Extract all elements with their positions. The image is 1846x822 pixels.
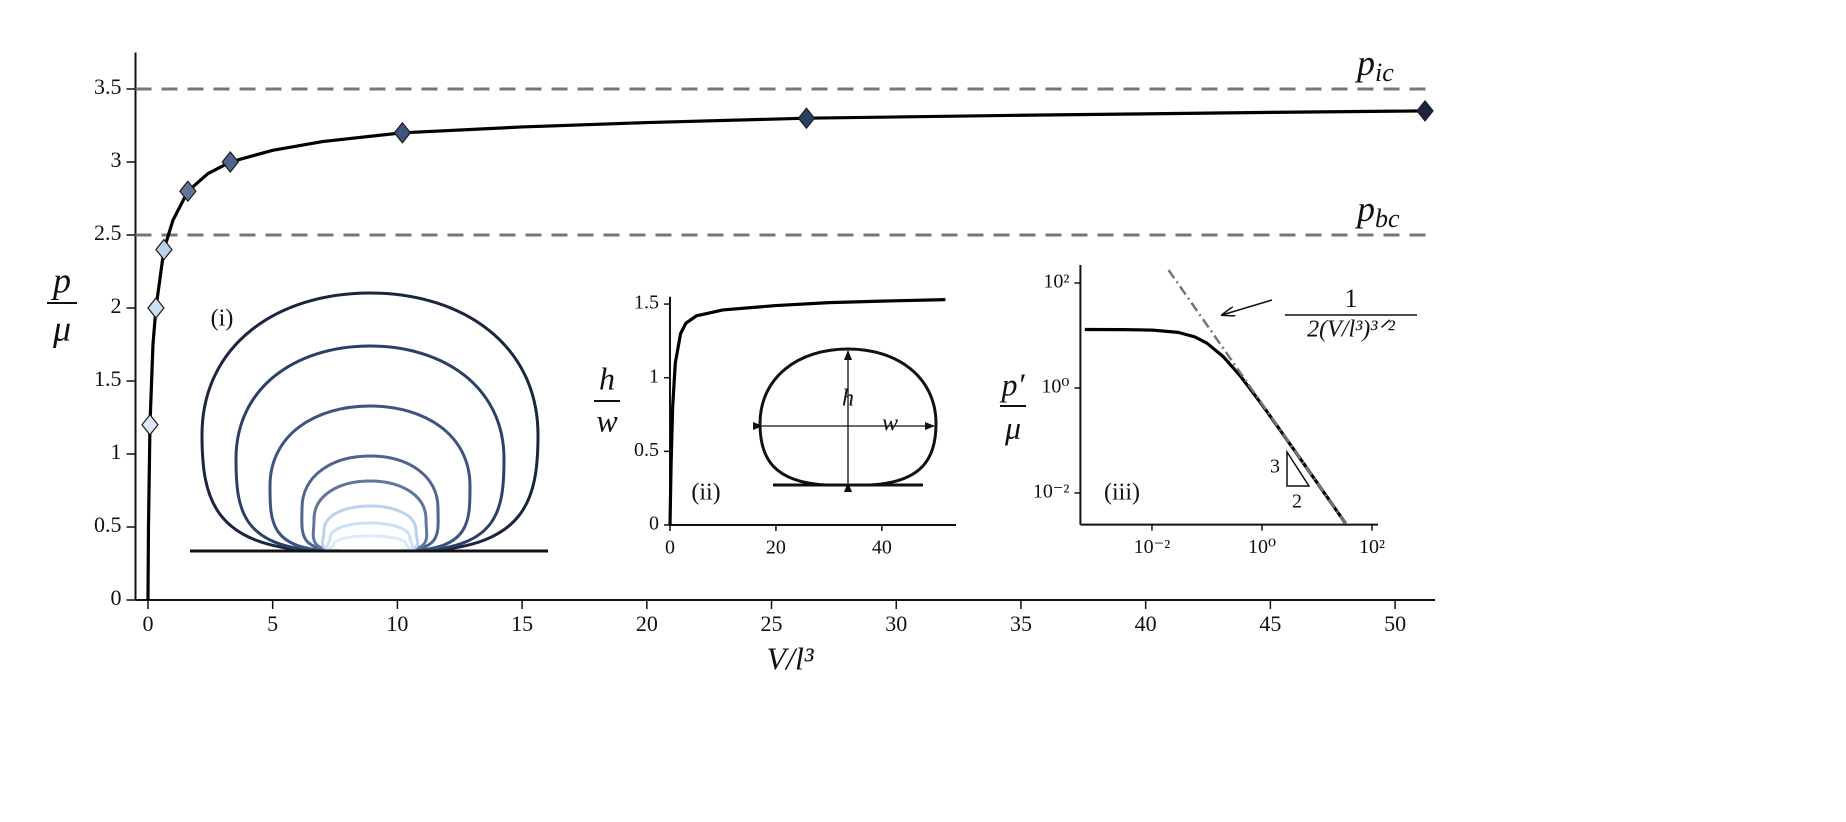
droplet-shape [311, 479, 429, 553]
x-tick-label: 10⁻² [1134, 536, 1171, 558]
y-tick-label: 2 [111, 293, 122, 318]
x-tick-label: 0 [142, 611, 153, 636]
y-tick-label: 10⁻² [1033, 481, 1070, 503]
y-tick-label: 0 [111, 585, 122, 610]
fraction-denominator: μ [1004, 409, 1021, 445]
y-tick-label: 1.5 [94, 366, 122, 391]
w-label: w [882, 411, 898, 437]
asymptote-denominator: 2(V/l³)³ᐟ² [1307, 317, 1396, 343]
fraction-numerator: p′ [1000, 366, 1026, 402]
data-point [1416, 99, 1434, 122]
reference-symbol: p [1354, 189, 1375, 229]
droplet-shape [325, 521, 415, 553]
data-point [179, 180, 197, 203]
data-point [147, 297, 165, 319]
x-tick-label: 30 [885, 611, 907, 636]
y-tick-label: 0 [649, 513, 659, 535]
x-tick-label: 5 [267, 611, 278, 636]
y-tick-label: 2.5 [94, 220, 122, 245]
y-tick-label: 10² [1043, 271, 1069, 293]
y-tick-label: 1 [111, 439, 122, 464]
curve [668, 298, 946, 526]
droplet-shape [327, 534, 413, 553]
panel-label: (ii) [691, 480, 720, 506]
x-tick-label: 10 [386, 611, 408, 636]
panel-label: (i) [211, 306, 234, 332]
data-point [221, 151, 240, 173]
y-tick-label: 10⁰ [1041, 376, 1069, 398]
fraction-numerator: h [599, 360, 615, 396]
slope-rise: 3 [1270, 456, 1280, 478]
x-tick-label: 15 [511, 611, 533, 636]
droplet-shape [320, 504, 420, 553]
slope-triangle [1286, 449, 1311, 487]
droplet-outline [758, 347, 938, 487]
x-tick-label: 20 [766, 537, 786, 559]
asymptote-numerator: 1 [1345, 284, 1358, 313]
x-tick-label: 25 [761, 611, 783, 636]
data-point [797, 107, 816, 130]
x-tick-label: 40 [872, 537, 892, 559]
droplet-shape [234, 344, 506, 553]
y-tick-label: 1.5 [634, 292, 659, 314]
x-tick-label: 40 [1135, 611, 1157, 636]
reference-subscript: bc [1375, 204, 1400, 233]
reference-label: pic [1354, 43, 1394, 87]
asymptote-line [1167, 269, 1347, 525]
panel-label: (iii) [1104, 480, 1140, 506]
droplet-shape [300, 454, 440, 553]
x-axis-label: V/l³ [767, 640, 814, 676]
x-tick-label: 10² [1359, 536, 1385, 558]
x-tick-label: 0 [665, 537, 675, 559]
x-tick-label: 50 [1384, 611, 1406, 636]
reference-label: pbc [1354, 189, 1400, 233]
data-point [141, 413, 159, 436]
fraction-numerator: p [50, 260, 71, 300]
fraction-denominator: w [596, 402, 618, 438]
reference-subscript: ic [1375, 58, 1394, 87]
y-tick-label: 3 [111, 147, 122, 172]
slope-run: 2 [1292, 491, 1302, 513]
y-tick-label: 3.5 [94, 74, 122, 99]
y-tick-label: 1 [649, 365, 659, 387]
reference-symbol: p [1354, 43, 1375, 83]
x-tick-label: 20 [636, 611, 658, 636]
h-label: h [842, 386, 854, 412]
x-tick-label: 45 [1259, 611, 1281, 636]
fraction-denominator: μ [52, 308, 71, 348]
y-tick-label: 0.5 [634, 439, 659, 461]
x-tick-label: 10⁰ [1248, 536, 1276, 558]
y-tick-label: 0.5 [94, 512, 122, 537]
data-point [393, 121, 412, 144]
annotation-arrow [1222, 299, 1273, 315]
droplet-shape [268, 404, 472, 553]
data-point [155, 238, 173, 261]
droplet-shape [200, 291, 540, 553]
x-tick-label: 35 [1010, 611, 1032, 636]
